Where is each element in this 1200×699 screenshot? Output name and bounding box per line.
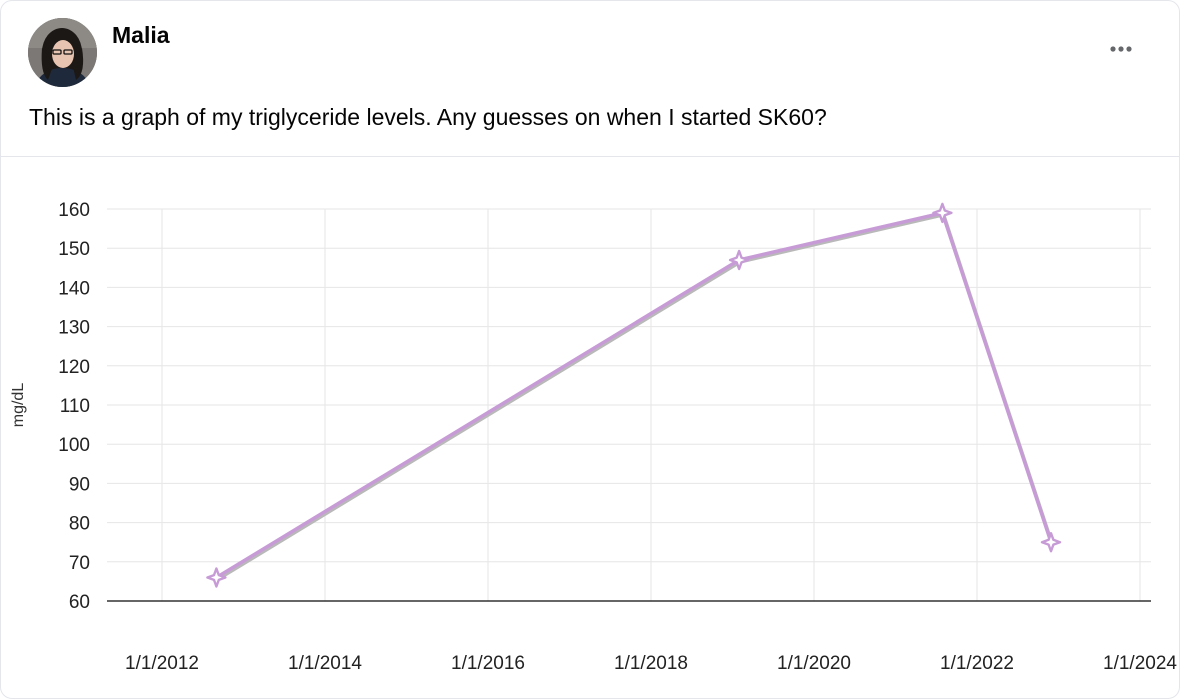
author-name[interactable]: Malia: [112, 22, 170, 48]
y-tick-label: 130: [58, 318, 90, 339]
avatar-photo: [28, 18, 97, 87]
x-tick-label: 1/1/2012: [125, 653, 199, 674]
y-tick-label: 100: [58, 435, 90, 456]
avatar[interactable]: [28, 18, 97, 87]
triglyceride-chart: 60 70 80 90 100 110 120 130 140 150 160 1/1/2012 1/1…: [10, 200, 1177, 674]
data-point-marker: [206, 567, 227, 588]
y-tick-label: 70: [69, 553, 90, 574]
post-text: This is a graph of my triglyceride level…: [29, 104, 827, 130]
post-header: Malia This is a graph of my triglyceride…: [1, 1, 1179, 157]
y-axis-label: mg/dL: [10, 383, 27, 428]
more-options-button[interactable]: [1101, 35, 1141, 63]
y-tick-label: 60: [69, 592, 90, 613]
x-tick-label: 1/1/2014: [288, 653, 362, 674]
y-tick-label: 160: [58, 200, 90, 221]
chart-labels: 60 70 80 90 100 110 120 130 140 150 160 1/1/2012 1/1…: [10, 200, 1177, 674]
y-tick-label: 80: [69, 514, 90, 535]
chart-grid: [107, 208, 1151, 601]
y-tick-label: 140: [58, 278, 90, 299]
chart-series: [206, 202, 1062, 588]
x-tick-label: 1/1/2022: [940, 653, 1014, 674]
y-tick-label: 110: [60, 396, 90, 417]
x-tick-label: 1/1/2016: [451, 653, 525, 674]
data-point-marker: [932, 202, 953, 224]
series-line: [215, 211, 1053, 579]
chart-image: 60 70 80 90 100 110 120 130 140 150 160 1/1/2012 1/1…: [1, 158, 1179, 698]
more-horizontal-icon: [1110, 46, 1132, 52]
x-tick-label: 1/1/2020: [777, 653, 851, 674]
y-tick-label: 90: [69, 474, 90, 495]
x-tick-label: 1/1/2024: [1103, 653, 1177, 674]
series-shadow: [217, 213, 1054, 581]
x-tick-label: 1/1/2018: [614, 653, 688, 674]
data-point-marker: [728, 249, 750, 271]
y-tick-label: 120: [58, 357, 90, 378]
data-point-marker: [1040, 532, 1062, 553]
y-tick-label: 150: [58, 239, 90, 260]
